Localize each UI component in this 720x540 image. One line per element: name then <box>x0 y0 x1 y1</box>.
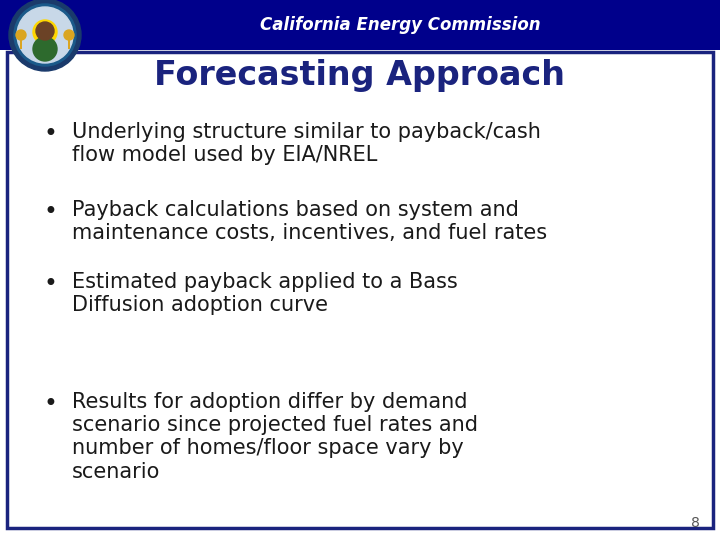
Circle shape <box>33 20 57 44</box>
Text: Results for adoption differ by demand
scenario since projected fuel rates and
nu: Results for adoption differ by demand sc… <box>72 392 478 482</box>
Text: •: • <box>43 200 57 224</box>
Text: Forecasting Approach: Forecasting Approach <box>155 59 565 92</box>
Circle shape <box>16 30 26 40</box>
Bar <box>7 52 713 528</box>
Bar <box>68 35 70 49</box>
Text: Underlying structure similar to payback/cash
flow model used by EIA/NREL: Underlying structure similar to payback/… <box>72 122 541 165</box>
Circle shape <box>36 22 54 40</box>
Text: California Energy Commission: California Energy Commission <box>260 16 540 34</box>
Bar <box>0 0 720 50</box>
Text: Estimated payback applied to a Bass
Diffusion adoption curve: Estimated payback applied to a Bass Diff… <box>72 272 458 315</box>
Text: 8: 8 <box>691 516 700 530</box>
Circle shape <box>9 0 81 71</box>
Circle shape <box>17 7 73 63</box>
Text: •: • <box>43 392 57 416</box>
Text: •: • <box>43 122 57 146</box>
Circle shape <box>33 37 57 61</box>
Circle shape <box>64 30 74 40</box>
Circle shape <box>14 4 76 66</box>
Text: •: • <box>43 272 57 296</box>
Bar <box>20 35 22 49</box>
Text: Payback calculations based on system and
maintenance costs, incentives, and fuel: Payback calculations based on system and… <box>72 200 547 243</box>
